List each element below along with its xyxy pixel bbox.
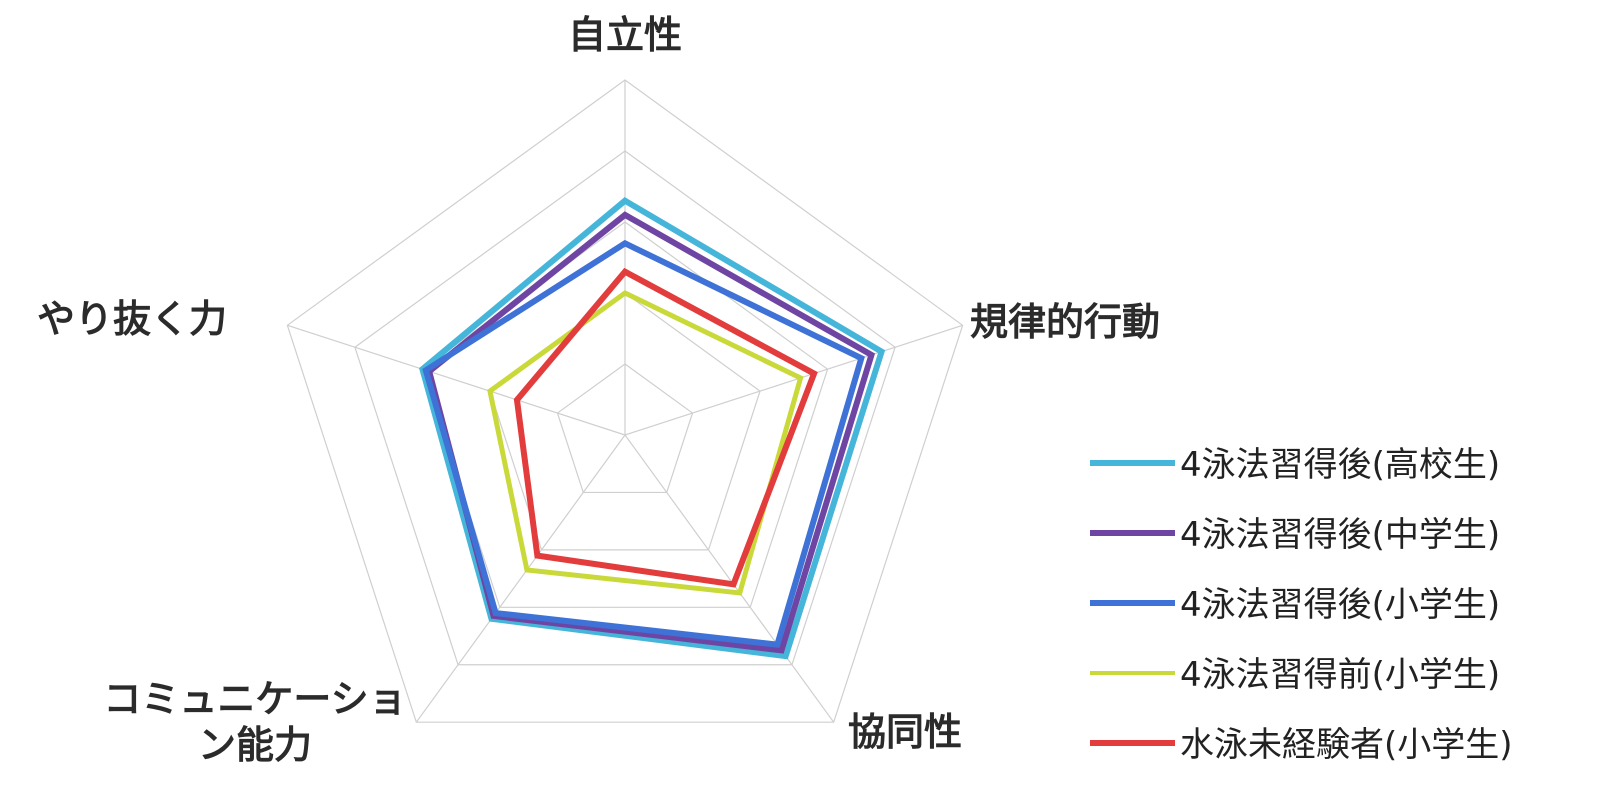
grid-ring-1 xyxy=(556,363,694,494)
legend-label-5: 水泳未経験者(小学生) xyxy=(1180,725,1513,765)
axis-spoke-kyodo xyxy=(624,434,835,723)
axis-label-comm: コミュニケーション能力 xyxy=(103,677,406,767)
series-line-3 xyxy=(422,239,865,648)
axis-label-yarinuku: やり抜く力 xyxy=(37,297,227,341)
series-line-1 xyxy=(419,197,886,660)
legend-label-4: 4泳法習得前(小学生) xyxy=(1180,655,1500,695)
axis-spoke-comm xyxy=(415,434,626,723)
radar-series xyxy=(419,197,886,660)
series-line-5 xyxy=(513,267,818,588)
axis-label-jiritsu: 自立性 xyxy=(568,13,682,57)
legend: 4泳法習得後(高校生) 4泳法習得後(中学生) 4泳法習得後(小学生) 4泳法習得前(… xyxy=(1090,445,1513,765)
legend-label-2: 4泳法習得後(中学生) xyxy=(1180,515,1500,555)
axis-label-kiritsu: 規律的行動 xyxy=(970,300,1160,344)
grid-ring-4 xyxy=(354,150,896,666)
radar-grid xyxy=(286,79,964,723)
axis-spoke-kiritsu xyxy=(624,324,963,436)
legend-label-3: 4泳法習得後(小学生) xyxy=(1180,585,1500,625)
axis-label-kyodo: 協同性 xyxy=(848,710,962,754)
grid-ring-5 xyxy=(286,79,964,723)
series-line-4 xyxy=(487,290,804,596)
axis-spoke-yarinuku xyxy=(287,324,626,436)
legend-label-1: 4泳法習得後(高校生) xyxy=(1180,445,1500,485)
